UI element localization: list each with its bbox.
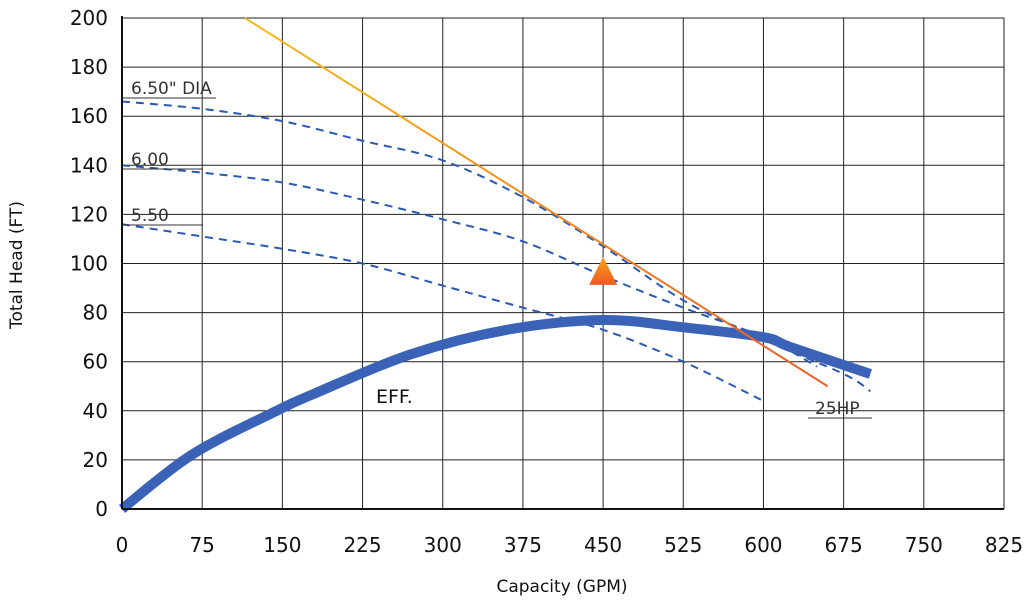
x-tick-label-750: 750 bbox=[905, 533, 943, 557]
x-tick-label-600: 600 bbox=[744, 533, 782, 557]
x-tick-label-0: 0 bbox=[116, 533, 129, 557]
curve-6-50-dia bbox=[121, 100, 871, 393]
y-tick-label-120: 120 bbox=[70, 202, 108, 226]
series-label-eff: EFF. bbox=[376, 386, 413, 408]
series-label-25hp: 25HP bbox=[815, 399, 860, 419]
series-label-5-50: 5.50 bbox=[131, 206, 169, 226]
operating-point-triangle bbox=[589, 256, 618, 285]
series-label-6-00: 6.00 bbox=[131, 150, 169, 170]
y-tick-label-160: 160 bbox=[70, 104, 108, 128]
x-tick-label-825: 825 bbox=[985, 533, 1023, 557]
curve-5-50 bbox=[121, 223, 764, 402]
tick-labels: 0 75 150 225 300 375 450 525 600 675 750 825 0 20 40 60… bbox=[70, 6, 1023, 557]
x-tick-label-450: 450 bbox=[584, 533, 622, 557]
y-axis-title: Total Head (FT) bbox=[7, 201, 27, 330]
series-label-6-50-dia: 6.50" DIA bbox=[131, 79, 212, 99]
y-tick-label-80: 80 bbox=[83, 301, 108, 325]
x-tick-label-150: 150 bbox=[263, 533, 301, 557]
y-tick-label-180: 180 bbox=[70, 55, 108, 79]
axes bbox=[121, 16, 1004, 510]
hp-limit-line bbox=[244, 17, 829, 388]
x-tick-label-675: 675 bbox=[825, 533, 863, 557]
grid-lines bbox=[122, 17, 1005, 509]
x-tick-label-375: 375 bbox=[504, 533, 542, 557]
x-tick-label-300: 300 bbox=[424, 533, 462, 557]
y-tick-label-0: 0 bbox=[95, 497, 108, 521]
x-tick-label-225: 225 bbox=[343, 533, 381, 557]
series-group: 6.50" DIA 6.00 5.50 EFF. 25HP bbox=[118, 17, 872, 513]
y-tick-label-100: 100 bbox=[70, 252, 108, 276]
efficiency-curve bbox=[118, 314, 872, 513]
x-tick-label-525: 525 bbox=[664, 533, 702, 557]
curve-6-00 bbox=[121, 164, 818, 368]
x-axis-title: Capacity (GPM) bbox=[496, 577, 627, 597]
y-tick-label-200: 200 bbox=[70, 6, 108, 30]
y-tick-label-60: 60 bbox=[83, 350, 108, 374]
y-tick-label-20: 20 bbox=[83, 448, 108, 472]
x-tick-label-75: 75 bbox=[189, 533, 214, 557]
y-tick-label-140: 140 bbox=[70, 153, 108, 177]
y-tick-label-40: 40 bbox=[83, 399, 108, 423]
